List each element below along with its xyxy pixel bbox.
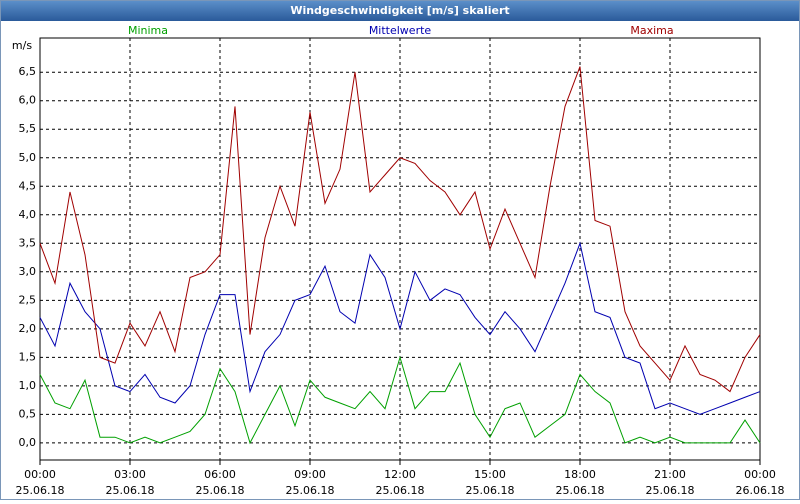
y-tick-label: 0,0 <box>19 436 37 449</box>
y-tick-label: 2,5 <box>19 293 37 306</box>
x-tick-label: 09:00 <box>294 468 326 481</box>
y-tick-label: 2,0 <box>19 322 37 335</box>
x-tick-label: 12:00 <box>384 468 416 481</box>
x-tick-date: 25.06.18 <box>196 484 245 497</box>
y-tick-label: 4,5 <box>19 179 37 192</box>
y-tick-label: 4,0 <box>19 208 37 221</box>
x-tick-date: 25.06.18 <box>646 484 695 497</box>
x-tick-label: 00:00 <box>24 468 56 481</box>
x-tick-label: 03:00 <box>114 468 146 481</box>
data-line <box>39 355 761 445</box>
legend-entry: Maxima <box>630 24 673 37</box>
legend-entry: Mittelwerte <box>369 24 432 37</box>
y-tick-label: 5,0 <box>19 151 37 164</box>
x-tick-label: 21:00 <box>654 468 686 481</box>
x-tick-date: 25.06.18 <box>106 484 155 497</box>
x-tick-label: 00:00 <box>744 468 776 481</box>
y-tick-label: 3,5 <box>19 236 37 249</box>
x-tick-date: 25.06.18 <box>556 484 605 497</box>
x-tick-date: 26.06.18 <box>736 484 785 497</box>
x-tick-date: 25.06.18 <box>466 484 515 497</box>
chart-title: Windgeschwindigkeit [m/s] skaliert <box>290 4 509 17</box>
title-bar <box>1 1 799 21</box>
data-line <box>39 66 761 393</box>
x-tick-date: 25.06.18 <box>16 484 65 497</box>
y-tick-label: 1,0 <box>19 379 37 392</box>
x-tick-label: 06:00 <box>204 468 236 481</box>
x-tick-label: 18:00 <box>564 468 596 481</box>
y-tick-label: 3,0 <box>19 265 37 278</box>
x-tick-date: 25.06.18 <box>286 484 335 497</box>
y-tick-label: 0,5 <box>19 407 37 420</box>
data-line <box>39 241 761 415</box>
y-tick-label: 6,0 <box>19 94 37 107</box>
y-tick-label: 1,5 <box>19 350 37 363</box>
y-axis-label: m/s <box>12 39 32 52</box>
x-tick-date: 25.06.18 <box>376 484 425 497</box>
y-tick-label: 6,5 <box>19 65 37 78</box>
x-tick-label: 15:00 <box>474 468 506 481</box>
y-tick-label: 5,5 <box>19 122 37 135</box>
legend-entry: Minima <box>128 24 168 37</box>
